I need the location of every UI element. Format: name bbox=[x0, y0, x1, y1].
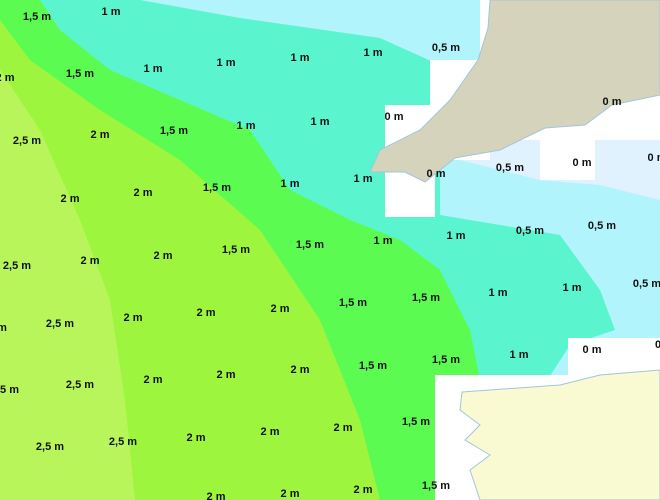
wave-height-label: 2 m bbox=[154, 250, 173, 262]
wave-height-label: 1 m bbox=[489, 287, 508, 299]
wave-height-label: 0 bbox=[655, 339, 660, 351]
wave-height-label: 1 m bbox=[237, 120, 256, 132]
wave-height-label: 1 m bbox=[447, 230, 466, 242]
wave-height-label: 0 m bbox=[603, 96, 622, 108]
wave-height-label: 1 m bbox=[510, 349, 529, 361]
land-england bbox=[369, 0, 660, 183]
wave-height-label: 2,5 m bbox=[109, 436, 137, 448]
wave-height-label: 2 m bbox=[217, 369, 236, 381]
wave-height-label: 2 m bbox=[91, 129, 110, 141]
wave-height-label: 1,5 m bbox=[432, 354, 460, 366]
wave-height-label: 1,5 m bbox=[23, 11, 51, 23]
wave-height-label: 1,5 m bbox=[412, 292, 440, 304]
wave-height-label: 1,5 m bbox=[339, 297, 367, 309]
wave-height-label: 0,5 m bbox=[633, 278, 660, 290]
wave-height-label: 1,5 m bbox=[359, 360, 387, 372]
wave-height-label: 2,5 m bbox=[36, 441, 64, 453]
wave-height-label: 2 m bbox=[207, 491, 226, 500]
wave-height-label: 1 m bbox=[311, 116, 330, 128]
wave-height-label: 0,5 m bbox=[588, 220, 616, 232]
wave-height-label: 2 m bbox=[354, 484, 373, 496]
wave-height-label: 2 m bbox=[261, 426, 280, 438]
coast-mask bbox=[540, 130, 595, 180]
wave-height-label: 2 m bbox=[271, 303, 290, 315]
wave-height-label: 1,5 m bbox=[203, 182, 231, 194]
wave-height-label: 2 m bbox=[281, 488, 300, 500]
wave-height-label: 2,5 m bbox=[13, 135, 41, 147]
wave-height-label: m bbox=[0, 322, 7, 334]
wave-height-label: 1,5 m bbox=[222, 244, 250, 256]
wave-height-label: 2 m bbox=[124, 312, 143, 324]
wave-height-label: 2 m bbox=[334, 422, 353, 434]
wave-height-label: 1,5 m bbox=[402, 416, 430, 428]
wave-height-label: 1,5 m bbox=[160, 125, 188, 137]
wave-height-label: ,5 m bbox=[0, 384, 19, 396]
wave-height-label: 2 m bbox=[187, 432, 206, 444]
wave-height-label: 0 m bbox=[427, 168, 446, 180]
wave-height-label: 2 m bbox=[144, 374, 163, 386]
wave-height-label: 1 m bbox=[354, 173, 373, 185]
sea-zone-2-5m bbox=[0, 70, 135, 500]
land-france bbox=[459, 369, 660, 500]
wave-height-label: 1 m bbox=[217, 57, 236, 69]
wave-height-label: 1,5 m bbox=[296, 239, 324, 251]
wave-height-label: 1 m bbox=[102, 6, 121, 18]
wave-height-label: 2 m bbox=[0, 72, 15, 84]
wave-height-label: 1,5 m bbox=[66, 68, 94, 80]
wave-height-label: 1 m bbox=[374, 235, 393, 247]
wave-height-label: 2,5 m bbox=[46, 318, 74, 330]
wave-height-label: 2 m bbox=[291, 364, 310, 376]
wave-height-label: 0 m bbox=[385, 111, 404, 123]
wave-height-label: 1 m bbox=[144, 63, 163, 75]
wave-height-label: 2,5 m bbox=[66, 379, 94, 391]
wave-height-label: 2 m bbox=[134, 187, 153, 199]
wave-height-label: 1,5 m bbox=[422, 480, 450, 492]
wave-height-label: 0,5 m bbox=[496, 162, 524, 174]
wave-height-label: 0 m bbox=[648, 152, 660, 164]
wave-height-label: 1 m bbox=[291, 52, 310, 64]
wave-height-label: 1 m bbox=[281, 178, 300, 190]
wave-height-label: 2 m bbox=[61, 193, 80, 205]
wave-height-label: 0 m bbox=[583, 344, 602, 356]
wave-height-label: 0,5 m bbox=[432, 42, 460, 54]
wave-height-label: 1 m bbox=[364, 47, 383, 59]
wave-height-label: 2 m bbox=[81, 255, 100, 267]
wave-height-label: 2 m bbox=[197, 307, 216, 319]
wave-height-label: 1 m bbox=[563, 282, 582, 294]
wave-height-label: 0 m bbox=[573, 157, 592, 169]
wave-height-label: 2,5 m bbox=[3, 260, 31, 272]
label-layer: 1,5 m1 m2 m1,5 m1 m1 m1 m1 m0,5 m0 m0 m2… bbox=[0, 6, 660, 500]
wave-height-label: 0,5 m bbox=[516, 225, 544, 237]
